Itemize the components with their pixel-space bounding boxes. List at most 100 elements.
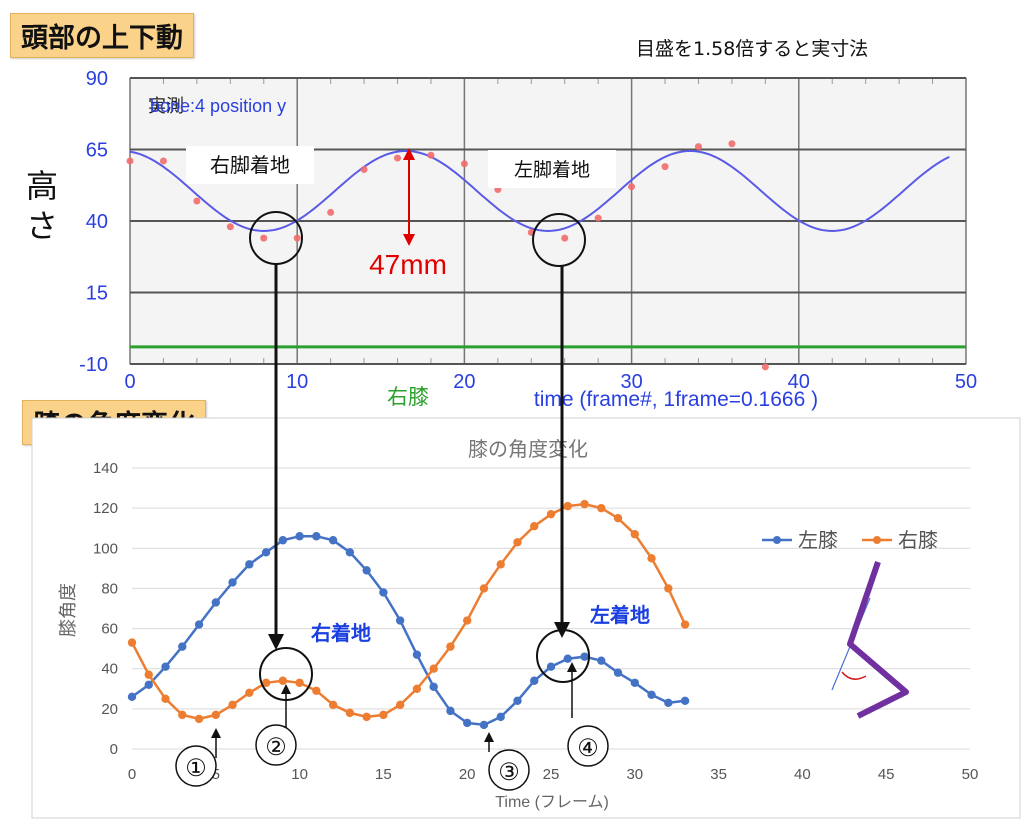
top-y-tick-label: 40 [86,211,108,233]
bottom-point-right-knee [127,638,137,647]
bottom-point-left-knee [245,560,254,569]
amplitude-label: 47mm [369,249,447,280]
right-landing-bg [186,146,314,184]
height-axis-title: 高さ [22,166,62,246]
bottom-point-left-knee [345,548,355,557]
bottom-point-right-knee [647,554,656,563]
bottom-point-left-knee [496,712,505,722]
bottom-point-right-knee [580,499,589,509]
top-measured-point [260,234,268,242]
bottom-point-left-knee [664,698,673,708]
bottom-x-tick-label: 10 [291,766,308,783]
height-axis-title-text: 高さ [25,167,58,245]
top-series [126,140,966,371]
top-measured-point [394,154,402,162]
marker-2-circle [255,724,297,766]
top-measured-point [427,151,435,159]
top-measured-point [728,140,736,148]
bottom-point-left-knee [395,616,405,625]
top-measured-point [360,166,368,174]
bottom-point-left-knee [479,720,489,730]
bottom-y-tick-label: 140 [93,460,118,477]
bottom-point-right-knee [194,714,204,724]
marker-1: ① [185,754,207,782]
bottom-point-left-knee [194,620,204,629]
right-landing-connector-head [268,634,284,650]
leg-diagram-icon [831,561,909,719]
top-measured-point [226,223,234,231]
bottom-x-tick-label: 30 [626,766,643,783]
top-y-tick-label: 90 [86,68,108,90]
legend-left-knee-label: 左膝 [798,529,838,552]
bottom-point-left-knee [513,696,522,706]
bottom-point-left-knee [597,656,606,665]
bottom-point-left-knee [546,662,556,671]
top-axes: -10 15 40 65 90 0 10 20 30 40 50 [79,68,977,393]
marker-2: ② [265,733,287,761]
bottom-point-left-knee [328,536,338,545]
bottom-point-left-knee [178,642,187,651]
bottom-y-tick-label: 80 [101,580,118,597]
green-line-label: 右膝 [387,386,429,409]
bottom-point-left-knee [680,696,690,706]
bottom-point-right-knee [630,530,639,539]
legend-right-knee-marker [873,536,881,544]
top-measured-point [126,157,134,165]
bottom-point-right-knee [429,664,438,673]
top-x-axis-title: time (frame#, 1frame=0.1666 ) [534,388,818,411]
top-x-tick-label: 50 [955,371,977,393]
bottom-point-right-knee [228,700,237,710]
top-x-tick-label: 0 [124,371,135,393]
bottom-series [127,499,690,730]
bottom-point-left-knee [463,718,472,728]
bottom-y-tick-label: 40 [101,661,118,678]
bottom-point-right-knee [295,678,304,687]
top-head-wave-line [129,149,950,233]
bottom-point-right-knee [597,503,606,513]
bottom-y-axis-title: 膝角度 [58,583,78,637]
bottom-point-right-knee [412,684,422,693]
marker-4-circle [567,725,609,767]
bottom-chart-title: 膝の角度変化 [468,438,588,461]
top-measured-point [561,234,569,242]
bottom-point-right-knee [312,686,321,695]
bottom-y-tick-label: 100 [93,540,118,557]
bottom-point-right-knee [496,560,505,569]
bottom-point-left-knee [446,706,455,716]
bottom-axes: 0 20 40 60 80 100 120 140 0 5 10 15 20 25 30 35 40 45 50 [93,460,978,783]
bottom-point-right-knee [362,712,371,722]
bottom-point-left-knee [211,598,220,607]
bottom-point-left-knee [412,650,422,659]
head-height-chart: 実測 bone:4 position y -10 15 40 65 90 0 10 20 30 4… [79,68,977,411]
top-grid [129,77,967,365]
left-landing-bg [488,150,616,188]
bottom-point-right-knee [563,501,572,511]
bottom-point-right-knee [379,710,388,720]
bottom-point-left-knee [127,692,137,702]
bottom-x-tick-label: 35 [710,766,727,783]
left-landing-circle [532,213,586,267]
top-measured-point [761,363,769,371]
bottom-point-left-knee [144,680,153,689]
bottom-point-left-knee [261,548,271,557]
bottom-point-right-knee [211,710,220,720]
top-x-tick-label: 10 [286,371,308,393]
bottom-x-tick-label: 20 [459,766,476,783]
top-x-tick-label: 40 [788,371,810,393]
bottom-y-tick-label: 60 [101,621,118,638]
top-x-tick-label: 30 [620,371,642,393]
bottom-point-right-knee [513,538,522,547]
top-measured-point [193,197,201,205]
bottom-point-right-knee [345,708,355,718]
bottom-point-right-knee [245,688,254,697]
top-measured-point [628,183,636,191]
bottom-point-right-knee [446,642,455,651]
bottom-y-tick-label: 0 [110,741,118,758]
bottom-x-tick-label: 25 [543,766,560,783]
bottom-point-right-knee [530,522,539,531]
bottom-point-left-knee [161,662,170,671]
marker-3-circle [488,749,530,791]
marker-1-circle [175,745,217,787]
bottom-point-right-knee [395,700,405,710]
